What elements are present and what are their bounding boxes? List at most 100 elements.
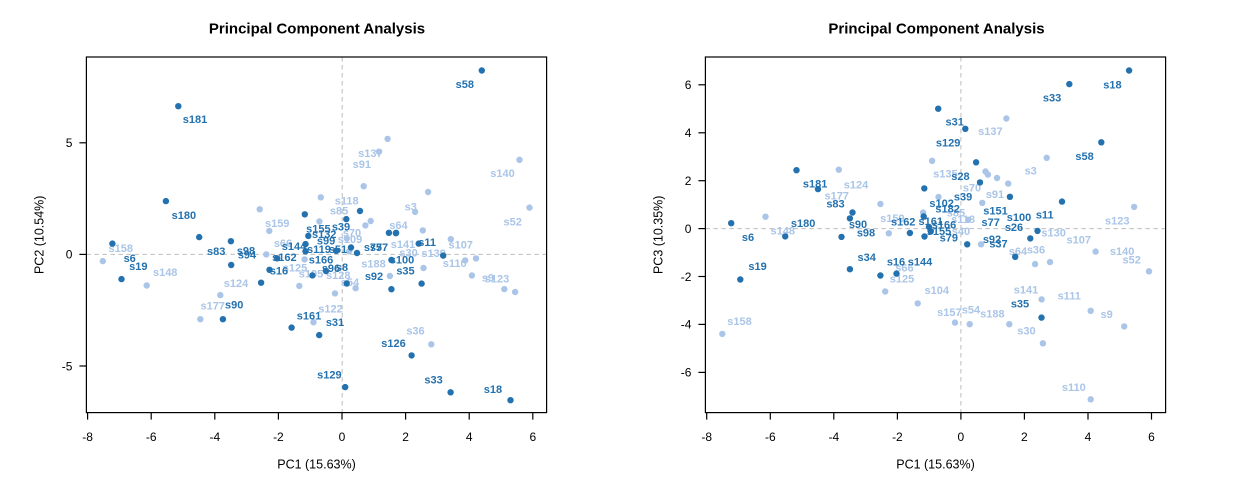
svg-text:s94: s94: [238, 250, 257, 262]
svg-text:PC2 (10.54%): PC2 (10.54%): [33, 196, 47, 275]
svg-text:s36: s36: [406, 326, 424, 338]
svg-text:s155: s155: [306, 224, 330, 236]
svg-text:s6: s6: [124, 253, 136, 265]
svg-text:6: 6: [1148, 430, 1155, 444]
svg-text:s52: s52: [1123, 254, 1141, 266]
svg-text:s26: s26: [1005, 222, 1023, 234]
svg-text:s159: s159: [265, 218, 289, 230]
svg-text:s16: s16: [887, 257, 905, 269]
svg-text:s30: s30: [1017, 326, 1035, 338]
svg-text:s37: s37: [989, 239, 1007, 251]
svg-text:s161: s161: [297, 310, 321, 322]
svg-text:s124: s124: [844, 180, 869, 192]
svg-text:s100: s100: [390, 255, 414, 267]
svg-text:s3: s3: [405, 201, 417, 213]
svg-text:s70: s70: [963, 183, 981, 195]
svg-text:6: 6: [529, 430, 536, 444]
svg-text:s137: s137: [358, 148, 382, 160]
svg-text:s8: s8: [336, 262, 348, 274]
svg-text:PC3 (10.35%): PC3 (10.35%): [652, 196, 666, 275]
svg-text:s104: s104: [925, 285, 950, 297]
svg-text:s6: s6: [742, 232, 754, 244]
svg-text:s18: s18: [484, 384, 502, 396]
svg-text:s91: s91: [353, 159, 371, 171]
svg-text:s3: s3: [1025, 166, 1037, 178]
svg-text:s125: s125: [283, 263, 307, 275]
svg-text:s139: s139: [421, 248, 445, 260]
svg-text:s16: s16: [270, 265, 288, 277]
svg-text:s123: s123: [1105, 215, 1129, 227]
svg-text:s92: s92: [365, 271, 383, 283]
svg-text:s28: s28: [951, 171, 969, 183]
svg-text:s181: s181: [803, 179, 827, 191]
svg-text:s39: s39: [954, 191, 972, 203]
svg-text:s85: s85: [330, 206, 348, 218]
svg-text:s19: s19: [129, 261, 147, 273]
svg-text:s177: s177: [200, 301, 224, 313]
svg-text:s92: s92: [983, 234, 1001, 246]
svg-text:s90: s90: [225, 300, 243, 312]
svg-text:s118: s118: [335, 195, 359, 207]
svg-text:s162: s162: [272, 252, 296, 264]
svg-text:s98: s98: [857, 227, 875, 239]
svg-text:s9: s9: [482, 273, 494, 285]
svg-text:s110: s110: [1062, 382, 1086, 394]
svg-text:Principal Component Analysis: Principal Component Analysis: [828, 21, 1044, 38]
svg-text:-6: -6: [765, 430, 776, 444]
svg-text:s66: s66: [274, 238, 292, 250]
svg-text:s77: s77: [982, 217, 1000, 229]
svg-text:-4: -4: [828, 430, 839, 444]
svg-text:-2: -2: [892, 430, 903, 444]
svg-text:5: 5: [66, 136, 73, 150]
svg-text:2: 2: [685, 174, 692, 188]
svg-text:-8: -8: [701, 430, 712, 444]
svg-text:s30: s30: [399, 248, 417, 260]
svg-text:0: 0: [66, 248, 73, 262]
svg-text:s140: s140: [490, 168, 514, 180]
svg-text:s166: s166: [309, 255, 333, 267]
svg-text:s188: s188: [361, 258, 385, 270]
svg-text:s119: s119: [307, 244, 331, 256]
svg-text:s148: s148: [153, 267, 177, 279]
svg-text:s90: s90: [849, 219, 867, 231]
svg-text:s129: s129: [317, 370, 341, 382]
svg-text:s148: s148: [771, 225, 795, 237]
svg-text:s64: s64: [1009, 246, 1028, 258]
svg-text:s122: s122: [318, 304, 342, 316]
svg-text:s111: s111: [1058, 290, 1081, 302]
svg-text:s58: s58: [1075, 151, 1093, 163]
svg-text:s151: s151: [983, 206, 1007, 218]
svg-text:s70: s70: [343, 228, 361, 240]
svg-text:-2: -2: [273, 430, 284, 444]
svg-text:s158: s158: [109, 243, 133, 255]
svg-text:s132: s132: [312, 229, 336, 241]
svg-text:PC1 (15.63%): PC1 (15.63%): [277, 458, 356, 472]
svg-text:s129: s129: [936, 138, 960, 150]
svg-text:s181: s181: [183, 114, 207, 126]
svg-text:s137: s137: [978, 126, 1002, 138]
svg-text:s11: s11: [1036, 209, 1054, 221]
svg-text:s144: s144: [282, 241, 307, 253]
svg-text:s102: s102: [929, 198, 953, 210]
svg-text:Principal Component Analysis: Principal Component Analysis: [209, 21, 425, 38]
svg-text:s98: s98: [237, 246, 255, 258]
svg-text:-5: -5: [62, 359, 73, 373]
svg-text:s66: s66: [895, 263, 913, 275]
svg-text:4: 4: [466, 430, 473, 444]
svg-text:s118: s118: [951, 214, 975, 226]
svg-text:s109: s109: [338, 234, 362, 246]
svg-text:s85: s85: [947, 207, 965, 219]
svg-text:s188: s188: [980, 309, 1004, 321]
svg-text:s33: s33: [1043, 93, 1061, 105]
svg-text:s31: s31: [326, 317, 344, 329]
svg-text:-4: -4: [681, 318, 692, 332]
svg-text:s83: s83: [207, 246, 225, 258]
svg-text:PC1 (15.63%): PC1 (15.63%): [896, 458, 975, 472]
svg-text:s19: s19: [748, 261, 766, 273]
svg-text:s31: s31: [946, 117, 964, 129]
svg-text:s91: s91: [986, 189, 1004, 201]
svg-text:s159: s159: [880, 213, 904, 225]
svg-text:4: 4: [1085, 430, 1092, 444]
svg-text:s110: s110: [443, 258, 467, 270]
svg-text:s34: s34: [858, 252, 877, 264]
